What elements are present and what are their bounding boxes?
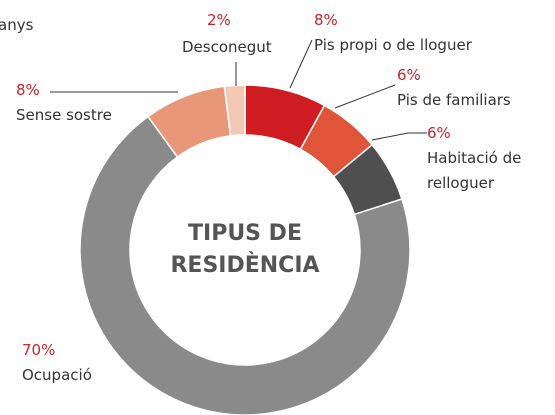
value-label: 6% <box>427 124 451 142</box>
value-label: 6% <box>397 66 421 84</box>
slice <box>79 115 411 415</box>
value-label: 8% <box>314 11 338 29</box>
category-label: Sense sostre <box>16 106 112 124</box>
category-label: Ocupació <box>22 366 92 384</box>
slice <box>223 84 246 137</box>
category-label: Desconegut <box>182 38 272 56</box>
leader-line <box>371 132 427 141</box>
value-label: 2% <box>207 11 231 29</box>
leader-line <box>289 39 313 89</box>
value-label: 8% <box>16 81 40 99</box>
category-label: Habitació de relloguer <box>427 149 522 192</box>
category-label: Pis de familiars <box>397 91 511 109</box>
category-label: Pis propi o de lloguer <box>314 36 472 54</box>
center-title: TIPUS DE RESIDÈNCIA <box>170 221 320 278</box>
value-label: 70% <box>22 341 56 359</box>
annotation: anys <box>0 16 34 34</box>
leader-line <box>334 84 396 109</box>
